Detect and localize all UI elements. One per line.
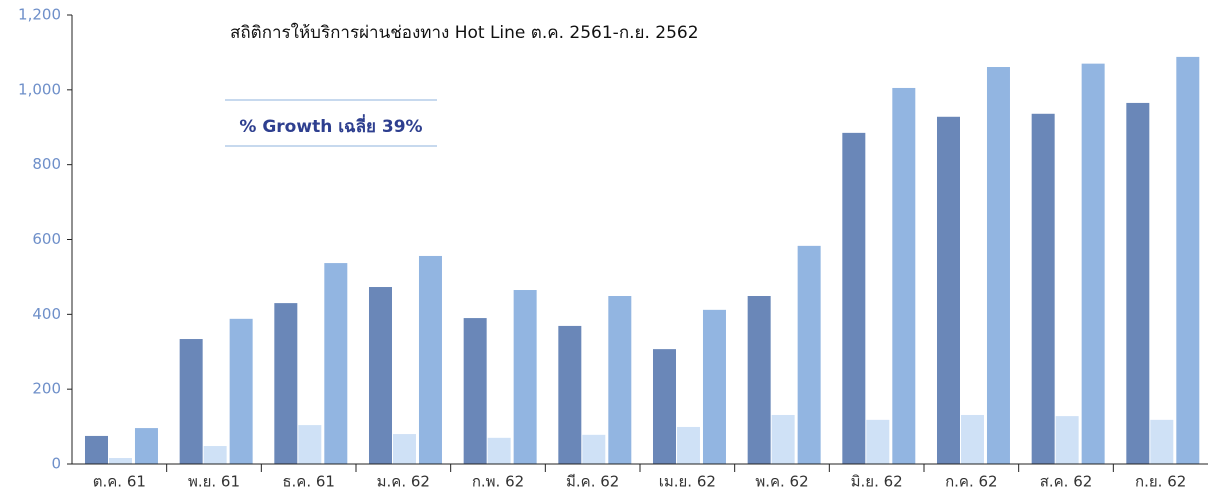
bar	[134, 428, 158, 464]
bar	[747, 295, 771, 464]
bar	[797, 245, 821, 464]
x-tick-label: ส.ค. 62	[1040, 473, 1093, 491]
bar	[1081, 63, 1105, 465]
bar	[1031, 113, 1055, 464]
bar	[108, 458, 132, 464]
bar	[702, 309, 726, 464]
y-tick-label: 0	[51, 455, 61, 473]
x-tick-label: ก.ย. 62	[1135, 473, 1186, 491]
bar	[203, 446, 227, 464]
x-tick-label: เม.ย. 62	[659, 473, 716, 491]
bar	[1126, 102, 1150, 464]
bar	[892, 87, 916, 465]
y-tick-label: 200	[32, 380, 61, 398]
bar	[513, 290, 537, 464]
bar	[558, 325, 582, 464]
bar	[936, 116, 960, 465]
y-tick-label: 800	[32, 155, 61, 173]
bar	[608, 295, 632, 464]
bar	[866, 419, 890, 464]
x-tick-label: ก.ค. 62	[945, 473, 998, 491]
bar	[1150, 419, 1174, 464]
bar	[298, 425, 322, 464]
y-tick-label: 600	[32, 230, 61, 248]
y-tick-label: 1,200	[18, 6, 61, 24]
bar	[324, 263, 348, 464]
bar	[392, 434, 416, 464]
bar	[274, 303, 298, 464]
x-tick-label: พ.ค. 62	[755, 473, 808, 491]
bar	[771, 414, 795, 464]
y-tick-label: 1,000	[18, 80, 61, 98]
bar	[1176, 56, 1200, 464]
y-tick-label: 400	[32, 305, 61, 323]
bar	[463, 318, 487, 464]
bar	[418, 255, 442, 464]
x-tick-label: ก.พ. 62	[472, 473, 524, 491]
x-tick-label: ม.ค. 62	[377, 473, 430, 491]
x-tick-label: พ.ย. 61	[188, 473, 240, 491]
annotation: % Growth เฉลี่ย 39%	[239, 114, 422, 137]
bar	[487, 437, 511, 464]
bar	[179, 339, 203, 464]
bar	[986, 67, 1010, 465]
x-tick-label: มี.ค. 62	[566, 473, 619, 491]
bar	[1055, 416, 1079, 464]
bar	[582, 434, 606, 464]
bar	[84, 435, 108, 464]
bar	[960, 414, 984, 464]
bar	[368, 287, 392, 464]
bar	[652, 349, 676, 464]
x-tick-label: ธ.ค. 61	[282, 473, 335, 491]
bar	[676, 426, 700, 464]
chart-title: สถิติการให้บริการผ่านช่องทาง Hot Line ต.…	[230, 22, 699, 43]
x-tick-label: ต.ค. 61	[93, 473, 146, 491]
x-tick-label: มิ.ย. 62	[851, 473, 903, 491]
bar	[842, 132, 866, 465]
bar	[229, 318, 253, 464]
